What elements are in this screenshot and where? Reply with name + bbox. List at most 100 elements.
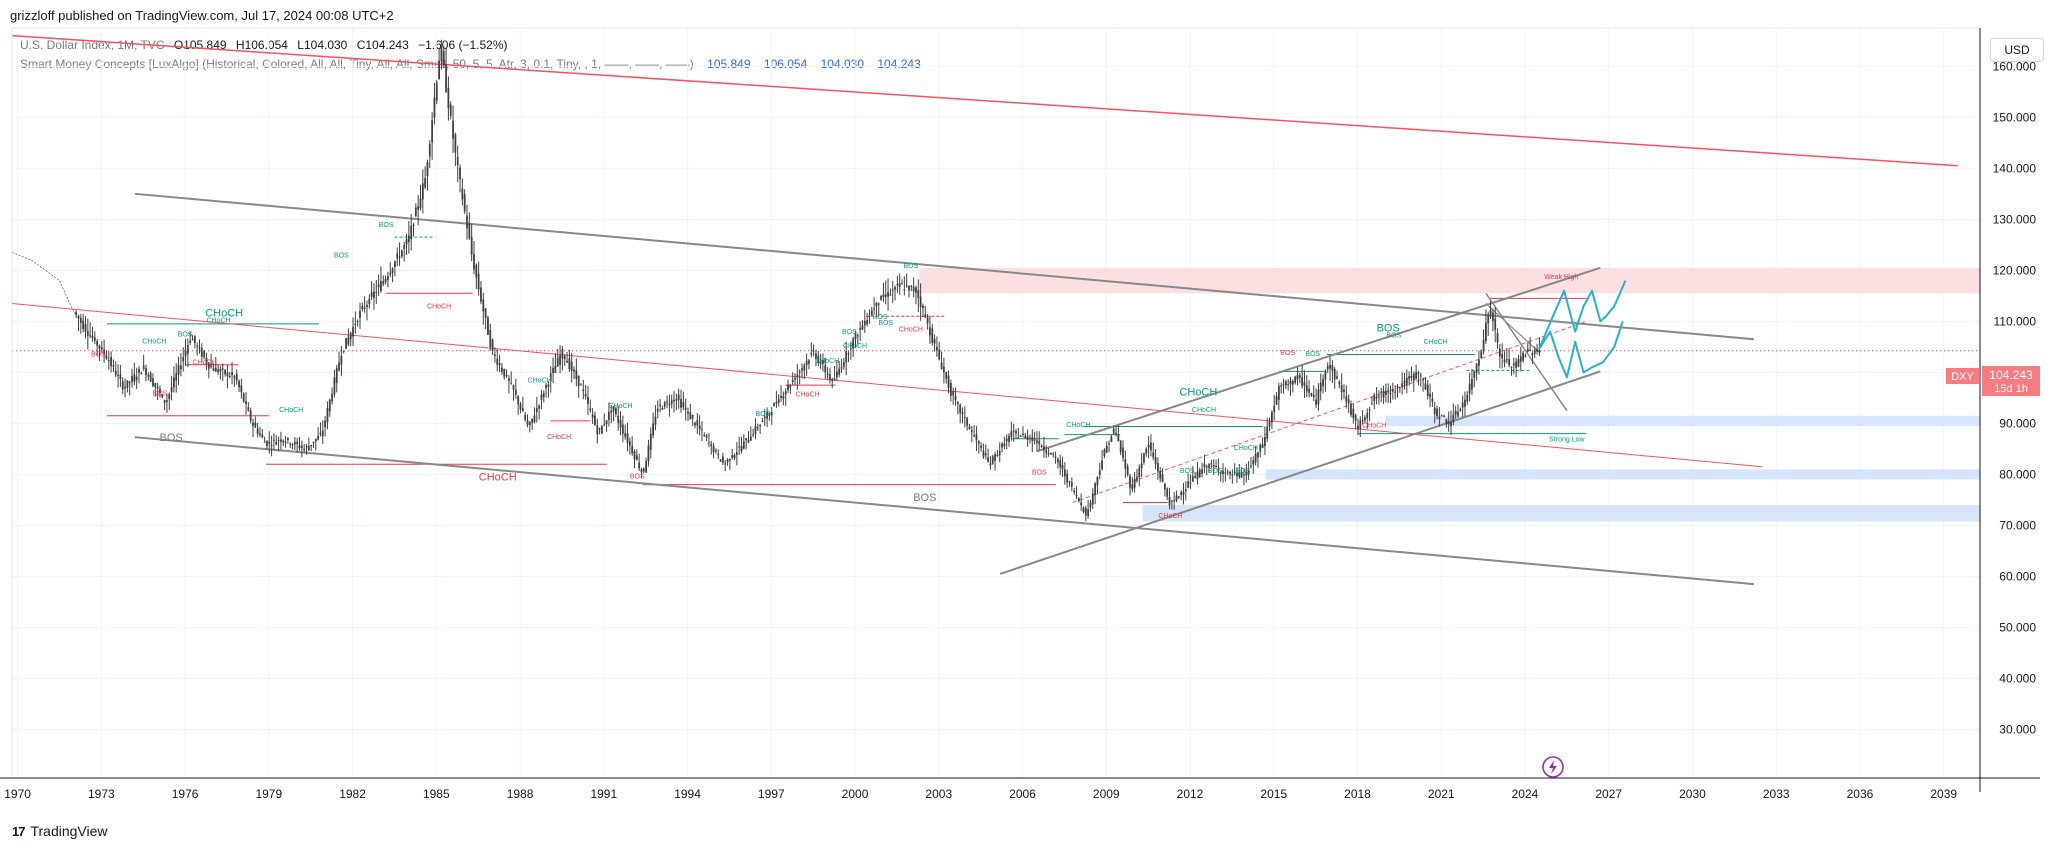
candle-body	[298, 445, 301, 448]
candle-body	[256, 428, 259, 434]
symbol-name[interactable]: U.S. Dollar Index, 1M, TVC	[20, 38, 165, 52]
candle-body	[312, 441, 315, 443]
price-tag: DXY 104.243 15d 1h	[1946, 366, 2040, 396]
candle-body	[179, 365, 182, 370]
candle-body	[847, 353, 850, 355]
candle-body	[649, 433, 652, 450]
candle-body	[1059, 460, 1062, 468]
candle-body	[1454, 410, 1457, 415]
candle-body	[1487, 314, 1490, 324]
triangle-upper-line	[1485, 303, 1540, 353]
candle-body	[105, 356, 108, 359]
candle-body	[289, 443, 292, 445]
indicator-value-2: 106.054	[763, 57, 808, 71]
candle-body	[989, 463, 992, 466]
candle-body	[305, 446, 308, 448]
candle-body	[1457, 411, 1459, 417]
candle-body	[1350, 403, 1352, 416]
candle-body	[1112, 428, 1115, 434]
candle-body	[1091, 493, 1094, 505]
candle-body	[252, 422, 254, 426]
candle-body	[896, 283, 899, 286]
candle-body	[673, 399, 675, 402]
candle-body	[1531, 353, 1534, 356]
candle-body	[1529, 349, 1532, 351]
tradingview-branding[interactable]: 17 TradingView	[12, 823, 108, 839]
candle-body	[203, 351, 206, 358]
candle-body	[286, 438, 289, 440]
candle-body	[1277, 386, 1280, 400]
candle-body	[575, 370, 578, 379]
candle-body	[470, 236, 473, 255]
candle-body	[1080, 502, 1083, 506]
candle-body	[1089, 502, 1092, 508]
candle-body	[1140, 463, 1143, 468]
candle-body	[870, 310, 873, 316]
axes: 1970 1973 1976 1979 1982 1985 1988 1991 1994 1997…	[0, 27, 2040, 801]
candle-body	[314, 438, 317, 442]
candle-body	[347, 336, 350, 345]
candle-body	[186, 345, 189, 354]
candle-body	[1403, 380, 1406, 384]
candle-body	[528, 422, 531, 426]
candle-body	[936, 346, 938, 351]
candle-body	[396, 253, 399, 259]
candle-body	[598, 428, 601, 430]
candle-body	[1226, 471, 1229, 473]
candle-body	[905, 285, 908, 287]
candle-body	[587, 396, 589, 404]
candle-body	[961, 412, 964, 415]
change-value: −1.606 (−1.52%)	[418, 38, 508, 52]
candle-body	[1040, 445, 1043, 448]
indicator-name[interactable]: Smart Money Concepts [LuxAlgo] (Historic…	[20, 57, 694, 71]
candle-body	[173, 377, 175, 388]
candle-body	[326, 408, 329, 423]
candle-body	[1273, 405, 1276, 412]
smc-labels: CHoCHCHoCHBOSBOSBOSCHoCHCHoCHCHoCHBOSCHo…	[91, 222, 1585, 520]
candle-body	[1354, 415, 1357, 421]
candle-body	[117, 374, 119, 376]
smc-bear-label-1: BOS	[153, 390, 168, 397]
candle-body	[431, 120, 434, 143]
candle-body	[1124, 458, 1127, 469]
candle-body	[596, 425, 599, 435]
candle-body	[398, 256, 401, 258]
candle-body	[1436, 408, 1438, 416]
candle-body	[1305, 385, 1308, 392]
candle-body	[1066, 473, 1069, 483]
candle-body	[940, 362, 943, 370]
candle-body	[307, 445, 310, 451]
candle-body	[1459, 409, 1462, 412]
candle-body	[547, 384, 550, 387]
replay-icon[interactable]	[1542, 756, 1564, 778]
candle-body	[452, 120, 454, 139]
candle-body	[1315, 399, 1317, 405]
candle-body	[594, 415, 596, 425]
candle-body	[1029, 438, 1031, 440]
candle-body	[1043, 446, 1045, 451]
candle-body	[1024, 435, 1027, 439]
candle-body	[617, 415, 620, 423]
smc-major-label-0: CHoCH	[205, 307, 243, 319]
candle-body	[1352, 408, 1355, 418]
candle-body	[1119, 440, 1122, 452]
countdown-text: 15d 1h	[1994, 383, 2028, 395]
candle-body	[140, 372, 143, 375]
candle-body	[666, 401, 668, 403]
candle-body	[1289, 381, 1292, 385]
candle-body	[407, 235, 410, 243]
candle-body	[300, 445, 303, 448]
candle-body	[1203, 463, 1206, 468]
candle-body	[321, 430, 324, 437]
candle-body	[370, 292, 373, 297]
candle-body	[1405, 377, 1408, 386]
candle-body	[121, 381, 124, 390]
candle-body	[1489, 310, 1492, 315]
candle-body	[917, 290, 920, 298]
candle-body	[1138, 467, 1141, 478]
candle-body	[1026, 436, 1029, 440]
y-tick-120.000: 120.000	[1993, 263, 2037, 277]
currency-button[interactable]: USD	[1990, 38, 2044, 62]
candle-body	[296, 441, 299, 445]
